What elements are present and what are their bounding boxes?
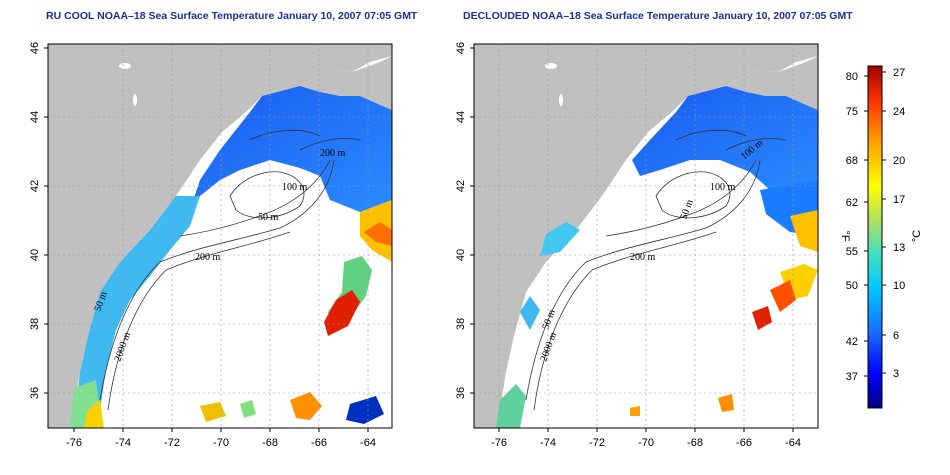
colorbar-gradient [867,65,883,409]
x-tick-label: -66 [311,437,327,449]
y-tick-label: 46 [29,42,41,54]
right-contour-label: 200 m [630,252,656,263]
celsius-tick: 10 [893,280,905,292]
fahrenheit-unit-label: °F [839,230,851,241]
colorbar-fahrenheit-labels: 80 75 68 62 55 50 42 37 [846,71,858,383]
left-sst-warm-patch [364,222,392,246]
fahrenheit-tick: 55 [846,246,858,258]
left-x-tick-labels: -76 -74 -72 -70 -68 -66 -64 [66,437,376,449]
right-x-tick-labels: -76 -74 -72 -70 -68 -66 -64 [491,437,801,449]
left-sst-shelf-warm [84,400,104,428]
right-bathymetry-contours [525,129,787,411]
left-y-tick-labels: 46 44 42 40 38 36 [29,42,41,399]
y-tick-label: 38 [455,318,467,330]
celsius-tick: 24 [893,106,905,118]
celsius-tick: 27 [893,67,905,79]
fahrenheit-tick: 68 [846,155,858,167]
y-tick-label: 40 [455,249,467,261]
x-tick-label: -68 [687,437,703,449]
right-lake [559,94,563,106]
x-tick-label: -74 [115,437,131,449]
right-sst-shelf-patch [540,222,580,256]
x-tick-label: -74 [540,437,556,449]
right-axis-ticks [470,47,794,432]
left-land-northeast [300,56,392,110]
left-contour-label: 200 m [195,252,221,263]
right-land-mass [474,44,818,428]
y-tick-label: 44 [29,111,41,123]
right-panel-title: DECLOUDED NOAA–18 Sea Surface Temperatur… [463,10,853,22]
left-sst-south-patch [290,392,322,420]
colorbar: 80 75 68 62 55 50 42 37 27 24 20 17 13 1… [839,65,923,409]
left-panel-title: RU COOL NOAA–18 Sea Surface Temperature … [46,10,418,22]
right-sst-hot-eddy [752,306,772,330]
right-map-panel: 200 m 100 m 50 m 100 m 50 m 2000 m -76 -… [455,42,819,449]
right-sst-gulf-stream [790,210,818,252]
right-y-tick-labels: 46 44 42 40 38 36 [455,42,467,399]
left-sst-south-patch [240,400,256,418]
right-gridlines [474,44,818,428]
left-contour-label: 50 m [258,212,279,223]
right-sst-gulf-of-maine [632,86,818,200]
left-map-panel: 200 m 100 m 200 m 50 m 50 m 2000 m -76 -… [29,42,393,449]
x-tick-label: -76 [66,437,82,449]
celsius-tick: 6 [893,330,899,342]
left-bathymetry-contours [99,129,361,411]
fahrenheit-tick: 75 [846,106,858,118]
celsius-tick: 13 [893,242,905,254]
fahrenheit-tick: 42 [846,336,858,348]
left-lake [133,94,137,106]
right-sst-warm-patch [770,280,796,312]
colorbar-ticks [864,71,886,377]
right-contour-label: 100 m [710,182,736,193]
right-land-northeast [726,56,818,110]
left-contour-label: 100 m [282,182,308,193]
x-tick-label: -66 [736,437,752,449]
x-tick-label: -68 [262,437,278,449]
y-tick-label: 38 [29,318,41,330]
right-sst-south-patch [630,406,640,416]
y-tick-label: 36 [29,387,41,399]
fahrenheit-tick: 50 [846,280,858,292]
left-sst-gulf-of-maine [190,86,392,212]
colorbar-celsius-labels: 27 24 20 17 13 10 6 3 [893,67,905,380]
x-tick-label: -70 [638,437,654,449]
left-sst-shelf [74,196,200,428]
left-axis-ticks [44,47,369,432]
x-tick-label: -70 [213,437,229,449]
right-sst-shelf-south [496,384,526,428]
celsius-tick: 3 [893,368,899,380]
left-sst-south-patch [346,396,384,424]
y-tick-label: 44 [455,111,467,123]
right-sst-shelf-patch [520,296,540,330]
left-gridlines [48,44,392,428]
y-tick-label: 36 [455,387,467,399]
left-contour-label: 200 m [320,148,346,159]
y-tick-label: 42 [455,180,467,192]
x-tick-label: -76 [491,437,507,449]
x-tick-label: -64 [785,437,801,449]
x-tick-label: -72 [589,437,605,449]
left-sst-south-patch [200,402,226,422]
y-tick-label: 46 [455,42,467,54]
left-lake [119,63,131,69]
x-tick-label: -64 [360,437,376,449]
celsius-unit-label: °C [911,230,923,242]
fahrenheit-tick: 80 [846,71,858,83]
y-tick-label: 42 [29,180,41,192]
right-sst-south-patch [718,394,734,412]
fahrenheit-tick: 37 [846,371,858,383]
celsius-tick: 17 [893,194,905,206]
right-lake [545,63,557,69]
left-land-mass [48,44,392,428]
x-tick-label: -72 [164,437,180,449]
y-tick-label: 40 [29,249,41,261]
celsius-tick: 20 [893,155,905,167]
left-sst-hot-eddy [324,290,360,336]
fahrenheit-tick: 62 [846,197,858,209]
left-map-frame [47,43,393,429]
